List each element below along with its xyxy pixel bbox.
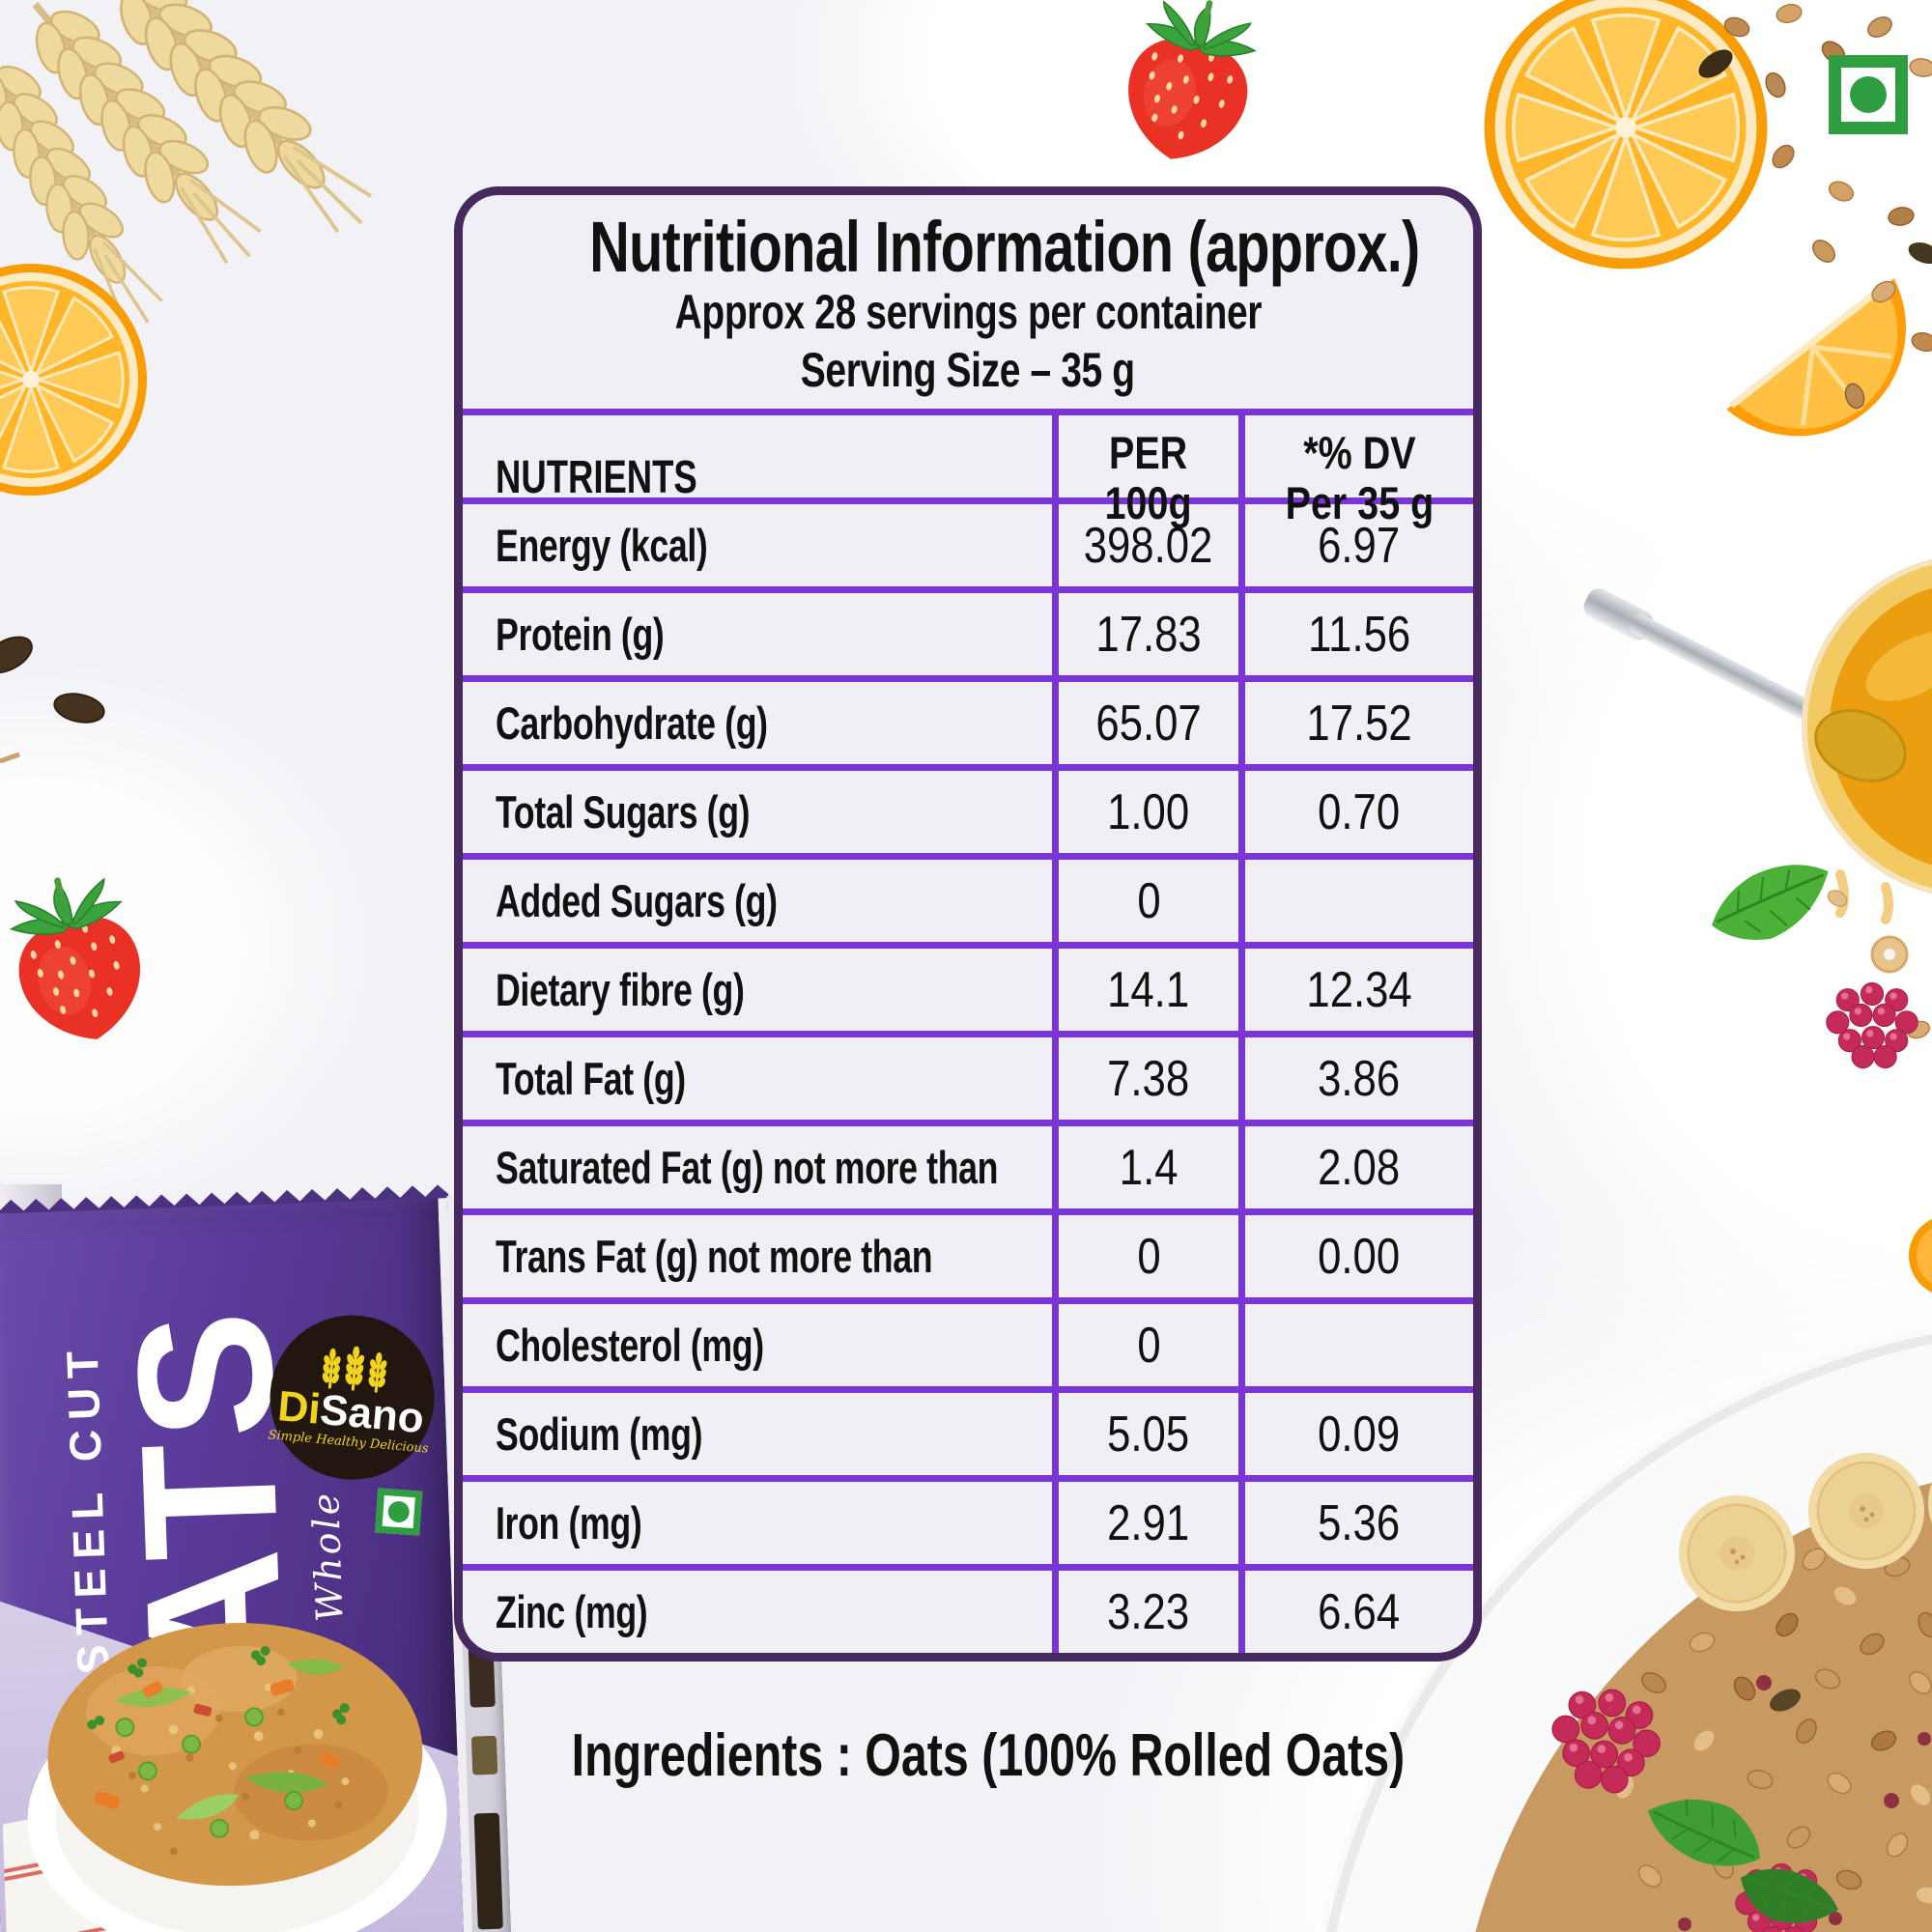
nutrition-table: Nutritional Information (approx.) Approx… <box>454 186 1482 1662</box>
orange-slice-top-right-photo <box>1482 0 1770 271</box>
veg-mark-icon <box>1829 55 1908 134</box>
nutrient-label: Carbohydrate (g) <box>463 675 1052 764</box>
orange-slice-left-photo <box>0 262 149 497</box>
nutrient-dv: 6.97 <box>1238 497 1473 587</box>
servings-line: Approx 28 servings per container <box>674 285 1262 340</box>
nutrient-per100g: 65.07 <box>1052 675 1238 765</box>
orange-bit-right-edge <box>1909 1219 1932 1293</box>
nutrient-label: Energy (kcal) <box>463 497 1052 586</box>
package-front-panel: STEEL CUT OATS 100% Whole Grain <box>0 1198 473 1932</box>
nutrient-per100g: 398.02 <box>1052 497 1238 587</box>
nutrient-label: Cholesterol (mg) <box>463 1297 1052 1386</box>
nutrient-per100g: 0 <box>1052 1297 1238 1387</box>
wheat-icon <box>322 1345 387 1393</box>
serving-size-line: Serving Size – 35 g <box>801 343 1135 398</box>
honey-spoon <box>1583 588 1847 736</box>
nutrient-dv: 0.00 <box>1238 1208 1473 1298</box>
nutrient-per100g: 1.4 <box>1052 1120 1238 1209</box>
col-header-nutrients: NUTRIENTS <box>463 409 1052 540</box>
nutrient-dv <box>1238 1297 1473 1387</box>
ingredients-line: Ingredients : Oats (100% Rolled Oats) <box>571 1722 1406 1789</box>
nutrient-dv: 17.52 <box>1238 675 1473 765</box>
nutrient-dv: 0.70 <box>1238 764 1473 854</box>
nutrient-dv: 6.64 <box>1238 1564 1473 1654</box>
nutrient-per100g: 5.05 <box>1052 1386 1238 1476</box>
nutrient-per100g: 14.1 <box>1052 942 1238 1032</box>
orange-wedge-photo <box>1726 278 1907 437</box>
product-package: STEEL CUT OATS 100% Whole Grain <box>0 1181 512 1932</box>
honey-bowl-photo <box>1583 558 1932 1042</box>
table-title: Nutritional Information (approx.) <box>589 207 1420 287</box>
raspberry-photo <box>1826 981 1918 1069</box>
nutrient-dv: 3.86 <box>1238 1031 1473 1121</box>
nutrient-label: Zinc (mg) <box>463 1564 1052 1653</box>
nutrient-dv: 5.36 <box>1238 1475 1473 1565</box>
nutrient-per100g: 3.23 <box>1052 1564 1238 1654</box>
mint-leaf-photo <box>1699 850 1844 956</box>
col-header-per-100g: PER 100g <box>1052 409 1238 541</box>
nutrient-label: Added Sugars (g) <box>463 853 1052 942</box>
nutrient-label: Iron (mg) <box>463 1475 1052 1564</box>
strawberry-top-photo <box>1112 0 1269 175</box>
nutrient-label: Saturated Fat (g) not more than <box>463 1120 1052 1208</box>
col-header-dv: *% DV Per 35 g <box>1238 409 1473 541</box>
nutrient-per100g: 17.83 <box>1052 586 1238 676</box>
granola-scatter-top-photo <box>1698 1 1932 412</box>
nutrient-label: Trans Fat (g) not more than <box>463 1208 1052 1297</box>
banana-slice <box>1678 1494 1796 1612</box>
nutrient-per100g: 7.38 <box>1052 1031 1238 1121</box>
pumpkin-seeds-photo <box>0 636 105 764</box>
nutrient-per100g: 0 <box>1052 853 1238 943</box>
nutrient-per100g: 1.00 <box>1052 764 1238 854</box>
nutrient-dv: 2.08 <box>1238 1120 1473 1209</box>
disano-logo: DiSano Simple Healthy Delicious <box>263 1308 441 1487</box>
nutrient-label: Sodium (mg) <box>463 1386 1052 1475</box>
nutrient-dv: 11.56 <box>1238 586 1473 676</box>
table-intro: Nutritional Information (approx.) Approx… <box>463 195 1473 409</box>
package-dish-photo <box>0 1623 447 1932</box>
nutrient-dv: 12.34 <box>1238 942 1473 1032</box>
nutrient-dv <box>1238 853 1473 943</box>
nutrient-label: Protein (g) <box>463 586 1052 675</box>
nutrient-grid: NUTRIENTS PER 100g *% DV Per 35 g Energy (… <box>463 409 1473 1654</box>
oats-meal <box>47 1623 423 1887</box>
veg-mark-package-icon <box>375 1488 423 1536</box>
nutrient-per100g: 2.91 <box>1052 1475 1238 1565</box>
granola-bowl-photo <box>1320 1327 1932 1932</box>
banana-slice <box>1807 1452 1925 1570</box>
nutrient-label: Dietary fibre (g) <box>463 942 1052 1031</box>
nutrient-per100g: 0 <box>1052 1208 1238 1298</box>
nutrient-label: Total Fat (g) <box>463 1031 1052 1120</box>
nutrient-dv: 0.09 <box>1238 1386 1473 1476</box>
strawberry-left-photo <box>0 862 157 1055</box>
nutrient-label: Total Sugars (g) <box>463 764 1052 853</box>
